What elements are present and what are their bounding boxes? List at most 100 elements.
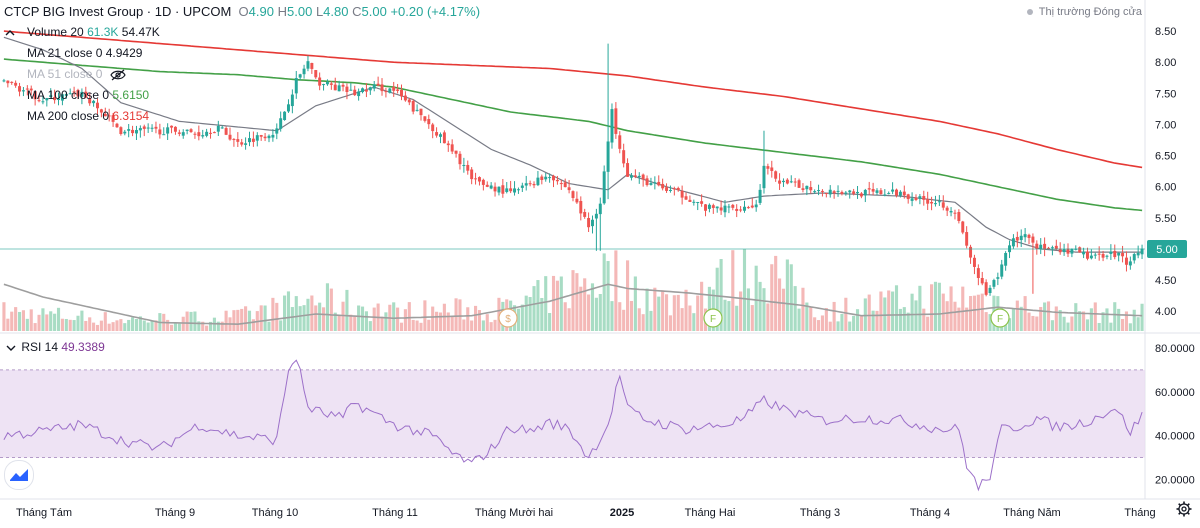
candle-body (127, 129, 131, 131)
candle-body (711, 205, 715, 208)
volume-bar (84, 320, 88, 331)
ma51-legend[interactable]: MA 51 close 0 (27, 67, 126, 81)
volume-bar (887, 290, 891, 331)
candle-body (29, 88, 33, 91)
volume-bar (431, 306, 435, 331)
volume-bar (372, 307, 376, 331)
volume-bar (341, 301, 345, 331)
candle-body (142, 126, 146, 129)
volume-bar (551, 275, 556, 331)
volume-bar (10, 311, 14, 331)
volume-legend[interactable]: Volume 20 61.3K 54.47K (27, 25, 160, 39)
volume-bar (438, 312, 443, 331)
settings-gear-icon[interactable] (1176, 501, 1192, 517)
candle-body (1062, 249, 1066, 253)
candle-body (2, 80, 6, 82)
candle-body (415, 109, 419, 111)
candle-body (567, 187, 571, 191)
volume-bar (933, 281, 938, 331)
collapse-chevron-icon[interactable] (3, 26, 17, 40)
volume-bar (1113, 302, 1117, 331)
candle-body (181, 132, 185, 136)
candle-body (1000, 264, 1004, 277)
volume-bar (485, 314, 489, 331)
volume-bar (824, 308, 828, 331)
candle-body (60, 94, 64, 101)
volume-bar (360, 306, 365, 331)
candle-body (201, 135, 205, 137)
volume-bar (1035, 316, 1039, 331)
candle-body (598, 203, 602, 215)
rsi-legend[interactable]: RSI 14 49.3389 (4, 340, 105, 354)
ma200-value: 6.3154 (112, 109, 150, 123)
candle-body (571, 191, 575, 198)
volume-bar (937, 282, 941, 331)
candle-body (435, 132, 439, 136)
candle-body (1121, 253, 1125, 257)
candle-body (325, 81, 329, 85)
volume-bar (918, 285, 922, 331)
volume-bar (536, 280, 540, 331)
candle-body (439, 134, 442, 137)
volume-bar (298, 306, 302, 331)
volume-bar (953, 301, 957, 331)
candle-body (591, 219, 594, 227)
candle-body (629, 175, 633, 178)
ma200-legend[interactable]: MA 200 close 0 6.3154 (27, 109, 149, 123)
ma100-value: 5.6150 (112, 88, 150, 102)
volume-bar (614, 250, 618, 331)
candle-body (329, 83, 333, 85)
tradingview-logo-icon[interactable] (4, 460, 34, 490)
candle-body (236, 139, 240, 142)
candle-body (470, 169, 474, 180)
price-tick-label: 5.50 (1155, 213, 1176, 225)
candle-body (353, 89, 357, 96)
candle-body (739, 209, 743, 211)
candle-body (696, 201, 700, 203)
ma21-legend[interactable]: MA 21 close 0 4.9429 (27, 46, 142, 60)
rsi-tick-label: 60.0000 (1155, 387, 1195, 399)
candle-body (21, 90, 25, 92)
time-tick-label: Tháng 4 (910, 507, 950, 519)
candle-body (361, 88, 365, 93)
candle-body (528, 183, 532, 185)
volume-bar (493, 319, 497, 331)
candle-body (933, 203, 937, 205)
volume-bar (232, 310, 236, 331)
volume-bar (286, 291, 291, 331)
candle-body (1089, 255, 1093, 259)
volume-bar (575, 273, 579, 331)
collapse-chevron-icon[interactable] (4, 342, 18, 354)
ma100-legend[interactable]: MA 100 close 0 5.6150 (27, 88, 149, 102)
volume-bar (1097, 322, 1101, 331)
time-tick-label: Tháng 11 (372, 507, 418, 519)
volume-bar (883, 297, 887, 331)
low-label: L (315, 4, 324, 19)
volume-bar (930, 284, 934, 331)
candle-body (162, 134, 166, 136)
volume-bar (629, 300, 634, 331)
time-tick-label: Tháng Tám (16, 507, 72, 519)
volume-bar (1011, 308, 1015, 331)
time-tick-label: 2025 (610, 507, 634, 519)
time-tick-label: Tháng 3 (800, 507, 840, 519)
volume-bar (875, 310, 879, 331)
candle-body (501, 185, 505, 194)
volume-bar (540, 297, 544, 331)
volume-bar (816, 320, 821, 331)
candle-body (657, 181, 661, 186)
eye-off-icon[interactable] (110, 69, 126, 81)
volume-bar (111, 322, 115, 331)
candle-body (205, 131, 209, 136)
candle-body (322, 84, 326, 86)
time-tick-label: Tháng Mười hai (475, 507, 553, 519)
candle-body (33, 91, 37, 100)
candle-body (544, 176, 548, 180)
candle-body (723, 205, 727, 213)
volume-bar (610, 301, 614, 331)
event-marker-glyph: F (710, 314, 716, 325)
volume-bar (364, 311, 368, 331)
volume-bar (474, 305, 478, 331)
volume-bar (906, 312, 910, 331)
candle-body (832, 191, 836, 194)
